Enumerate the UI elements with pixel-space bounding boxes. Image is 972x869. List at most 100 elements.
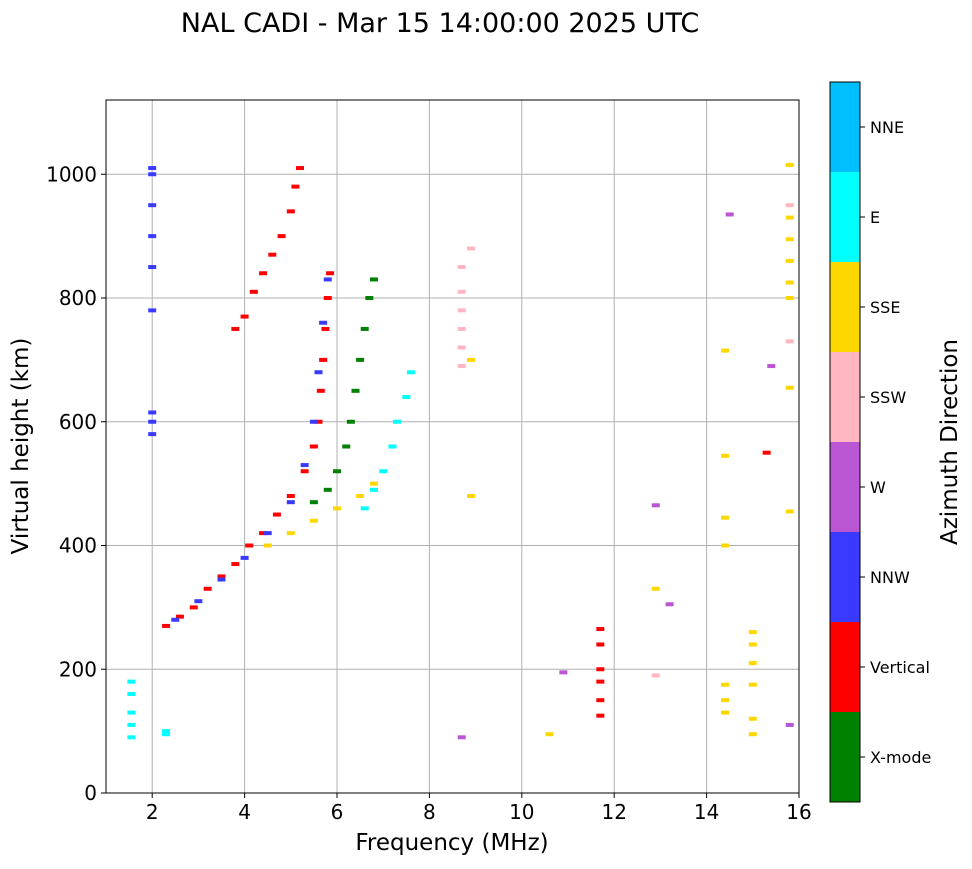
echo-point xyxy=(309,518,318,523)
colorbar: X-mode Vertical NNW W SSW SSE E NNE xyxy=(829,81,931,803)
trace-spread-at-2-mhz-lower xyxy=(148,410,157,437)
colorbar-tick-label: NNE xyxy=(870,118,904,137)
echo-point xyxy=(314,419,323,424)
echo-point xyxy=(300,463,309,468)
echo-point xyxy=(596,679,605,684)
echo-point xyxy=(203,586,212,591)
echo-point xyxy=(748,732,757,737)
x-tick-label: 2 xyxy=(146,800,159,824)
echo-point xyxy=(596,698,605,703)
echo-point xyxy=(231,562,240,567)
echo-point xyxy=(785,258,794,263)
echo-point xyxy=(342,444,351,449)
trace-multi-hop-trace xyxy=(231,166,305,331)
echo-point xyxy=(785,296,794,300)
echo-point xyxy=(194,599,203,604)
trace-lower-f-echoes xyxy=(263,481,378,548)
echo-point xyxy=(296,166,305,171)
y-tick-label: 200 xyxy=(59,657,97,681)
echo-point xyxy=(748,642,757,647)
echo-point xyxy=(148,432,157,437)
echo-point xyxy=(148,410,157,415)
trace-sporadic-e-low xyxy=(127,679,171,740)
echo-point xyxy=(721,515,730,520)
x-tick-label: 6 xyxy=(331,800,344,824)
echo-point xyxy=(240,555,249,560)
echo-point xyxy=(406,370,415,375)
colorbar-segment xyxy=(830,262,860,352)
echo-point xyxy=(651,503,660,508)
echo-point xyxy=(249,289,258,294)
echo-point xyxy=(457,345,466,350)
y-tick-label: 1000 xyxy=(46,162,97,186)
colorbar-segment xyxy=(830,172,860,262)
echo-point xyxy=(277,234,286,239)
chart-title: NAL CADI - Mar 15 14:00:00 2025 UTC xyxy=(181,8,699,39)
echo-point xyxy=(457,289,466,294)
colorbar-frame xyxy=(829,81,861,803)
colorbar-segment xyxy=(830,82,860,172)
echo-point xyxy=(286,209,295,214)
trace-echoes-11-7-mhz xyxy=(596,627,605,718)
echo-point xyxy=(785,509,794,514)
trace-f-layer-ordinary-trace xyxy=(162,271,335,628)
colorbar-tick-label: W xyxy=(870,478,886,497)
x-tick-label: 16 xyxy=(786,800,811,824)
echo-point xyxy=(388,444,397,449)
trace-x-mode-trace xyxy=(309,277,378,505)
echo-point xyxy=(748,661,757,666)
echo-point xyxy=(127,692,136,696)
echo-point xyxy=(457,308,466,313)
echo-point xyxy=(360,326,369,331)
echo-point xyxy=(127,722,136,727)
echo-point xyxy=(259,271,268,276)
y-tick-label: 600 xyxy=(59,410,97,434)
echo-point xyxy=(231,326,240,331)
echo-point xyxy=(785,162,794,167)
x-axis-label: Frequency (MHz) xyxy=(355,830,548,856)
echo-point xyxy=(245,543,254,548)
echo-point xyxy=(356,494,365,498)
echo-point xyxy=(785,722,794,727)
echo-point xyxy=(596,627,605,632)
colorbar-segment xyxy=(830,622,860,712)
echo-point xyxy=(721,453,730,458)
echo-point xyxy=(217,577,226,582)
echo-point xyxy=(268,252,277,257)
echo-point xyxy=(314,370,323,375)
y-axis-label: Virtual height (km) xyxy=(8,338,34,555)
echo-point xyxy=(596,667,605,672)
echo-point xyxy=(148,172,157,177)
colorbar-tick-label: NNW xyxy=(870,568,910,587)
echo-point xyxy=(559,670,568,675)
echo-point xyxy=(323,277,332,282)
colorbar-segment xyxy=(830,352,860,442)
echo-point xyxy=(291,184,300,189)
echo-point xyxy=(369,481,378,486)
echo-point xyxy=(651,586,660,591)
echo-point xyxy=(457,364,466,369)
x-tick-label: 14 xyxy=(694,800,719,824)
x-tick-label: 12 xyxy=(601,800,626,824)
plot-frame xyxy=(105,99,800,794)
echo-point xyxy=(466,246,475,251)
echo-point xyxy=(748,630,757,635)
echo-point xyxy=(379,469,388,474)
x-axis-ticks: 2 4 6 8 10 12 14 16 xyxy=(146,793,812,824)
echo-point xyxy=(651,673,660,678)
trace-scattered-sse-echoes xyxy=(466,357,660,737)
echo-point xyxy=(148,265,157,270)
echo-point xyxy=(319,320,328,325)
echo-point xyxy=(785,339,794,344)
trace-far-echoes-8-7-mhz xyxy=(457,246,475,369)
echo-point xyxy=(346,419,355,424)
echo-point xyxy=(272,512,281,517)
echo-point xyxy=(545,732,554,737)
echo-point xyxy=(321,326,330,331)
echo-point xyxy=(259,531,268,536)
echo-point xyxy=(323,296,332,300)
y-tick-label: 0 xyxy=(84,781,97,805)
echo-point xyxy=(369,487,378,492)
x-tick-label: 8 xyxy=(423,800,436,824)
echo-point xyxy=(762,450,771,455)
